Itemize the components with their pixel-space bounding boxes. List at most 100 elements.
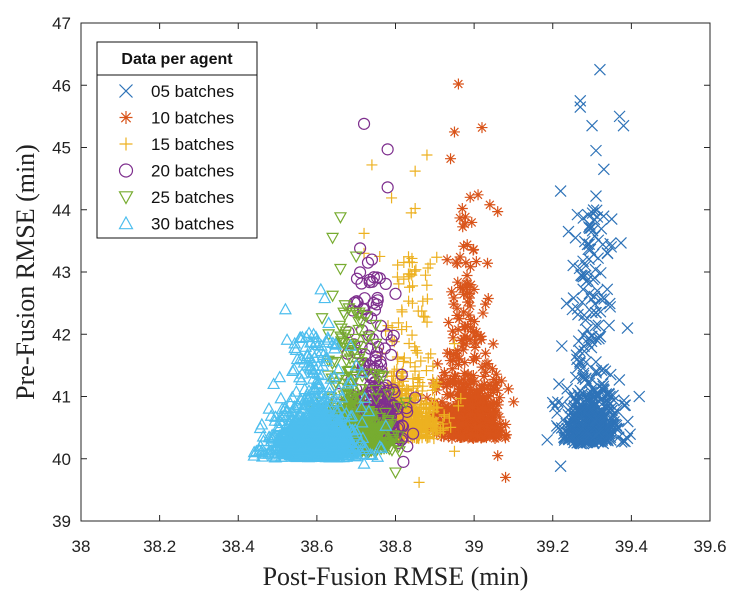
scatter-point xyxy=(612,431,625,444)
scatter-point xyxy=(588,230,601,242)
scatter-point xyxy=(389,287,402,300)
scatter-point xyxy=(409,203,421,215)
scatter-point xyxy=(500,418,512,430)
scatter-point xyxy=(456,396,468,408)
scatter-point xyxy=(482,412,494,424)
scatter-point xyxy=(386,435,400,448)
scatter-point xyxy=(472,189,484,201)
scatter-point xyxy=(461,239,473,251)
scatter-point xyxy=(403,295,415,307)
scatter-point xyxy=(437,376,449,388)
scatter-point xyxy=(438,410,450,422)
scatter-point xyxy=(304,435,318,447)
scatter-point xyxy=(604,300,617,313)
scatter-point xyxy=(451,302,463,314)
scatter-point xyxy=(476,402,488,414)
scatter-point xyxy=(476,122,488,134)
scatter-point xyxy=(341,376,355,389)
scatter-point xyxy=(583,218,596,231)
scatter-point xyxy=(407,280,419,292)
scatter-point xyxy=(417,295,429,307)
scatter-point xyxy=(460,389,472,401)
scatter-point xyxy=(592,332,605,345)
scatter-point xyxy=(398,273,410,285)
scatter-point xyxy=(314,339,328,351)
scatter-point xyxy=(554,460,567,473)
scatter-point xyxy=(301,347,315,360)
legend-marker xyxy=(119,84,133,98)
scatter-point xyxy=(576,427,589,440)
scatter-point xyxy=(604,368,617,381)
scatter-point xyxy=(359,333,373,346)
scatter-point xyxy=(409,165,421,177)
scatter-point xyxy=(315,313,329,325)
scatter-point xyxy=(288,336,302,349)
scatter-point xyxy=(301,450,316,463)
scatter-point xyxy=(409,265,421,277)
scatter-point xyxy=(397,455,410,468)
scatter-point xyxy=(575,411,588,424)
scatter-point xyxy=(363,359,376,373)
scatter-point xyxy=(474,420,486,432)
scatter-point xyxy=(508,396,520,408)
scatter-point xyxy=(633,390,646,403)
scatter-point xyxy=(307,327,321,340)
legend-items: 05 batches 10 batches 15 batches 20 batches… xyxy=(118,82,234,234)
scatter-point xyxy=(581,323,593,336)
scatter-point xyxy=(603,319,616,332)
scatter-point xyxy=(439,369,451,381)
scatter-point xyxy=(310,373,324,386)
scatter-point xyxy=(357,303,371,316)
scatter-point xyxy=(309,330,323,343)
scatter-point xyxy=(454,282,466,294)
scatter-point xyxy=(467,401,479,413)
scatter-point xyxy=(385,334,398,347)
scatter-point xyxy=(447,375,459,387)
scatter-point xyxy=(447,325,459,337)
scatter-point xyxy=(453,312,465,324)
legend-label: 30 batches xyxy=(151,215,234,234)
scatter-point xyxy=(332,416,346,428)
scatter-point xyxy=(581,238,594,251)
scatter-point xyxy=(460,257,472,269)
scatter-point xyxy=(452,420,464,432)
scatter-point xyxy=(464,300,476,312)
scatter-point xyxy=(480,403,492,415)
scatter-point xyxy=(613,374,626,386)
legend-entry: 25 batches xyxy=(118,188,234,207)
scatter-point xyxy=(417,421,429,433)
scatter-point xyxy=(303,398,317,411)
axes: 38 38.2 38.4 38.6 38.8 39 39.2 39.4 39.6 39 40 41 4… xyxy=(11,14,727,591)
scatter-point xyxy=(562,225,575,238)
x-tick-label: 39.2 xyxy=(536,537,569,556)
scatter-point xyxy=(605,404,618,417)
scatter-point xyxy=(339,437,353,450)
scatter-point xyxy=(592,401,605,414)
scatter-point xyxy=(575,269,587,282)
scatter-point xyxy=(573,262,586,275)
scatter-point xyxy=(316,387,330,400)
scatter-point xyxy=(451,350,463,362)
scatter-point xyxy=(386,322,398,334)
scatter-point xyxy=(452,345,464,357)
scatter-point xyxy=(458,240,470,252)
scatter-point xyxy=(482,358,494,370)
scatter-point xyxy=(349,358,363,371)
scatter-point xyxy=(386,192,398,204)
scatter-point xyxy=(308,425,322,438)
scatter-point xyxy=(285,432,299,445)
scatter-point xyxy=(392,259,404,271)
scatter-point xyxy=(396,324,408,336)
scatter-point xyxy=(492,206,504,218)
scatter-point xyxy=(275,416,289,429)
scatter-point xyxy=(343,378,357,391)
scatter-point xyxy=(594,266,607,279)
scatter-point xyxy=(337,390,351,403)
scatter-point xyxy=(382,389,396,401)
scatter-point xyxy=(464,391,476,403)
scatter-point xyxy=(318,419,333,431)
legend-marker xyxy=(119,111,133,124)
scatter-point xyxy=(466,216,478,228)
scatter-point xyxy=(617,119,630,132)
scatter-point xyxy=(479,298,491,310)
